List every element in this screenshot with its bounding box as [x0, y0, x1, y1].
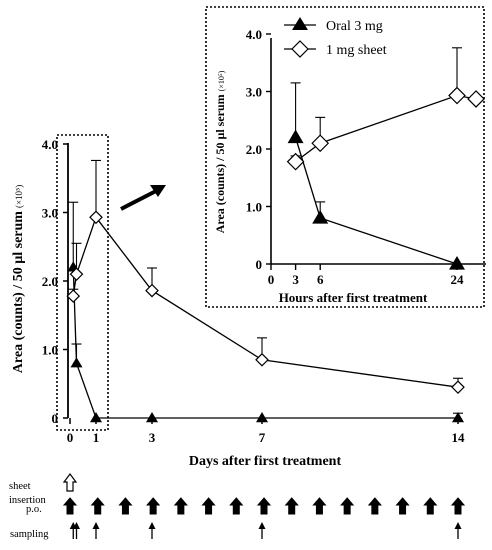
inset-sheet-point — [467, 90, 485, 108]
po-arrow-icon — [201, 497, 216, 515]
main-y-tick-label: 4.0 — [42, 137, 58, 152]
legend-item-sheet: 1 mg sheet — [284, 40, 387, 58]
main-y-tick-label: 0 — [52, 411, 59, 426]
po-arrow-icon — [62, 497, 78, 515]
legend-label-sheet: 1 mg sheet — [326, 43, 387, 58]
inset-y-ticks: 0 1.0 2.0 3.0 4.0 — [246, 27, 271, 272]
sampling-arrow-icon — [148, 522, 156, 529]
po-arrow-icon — [450, 497, 466, 515]
legend: Oral 3 mg 1 mg sheet — [284, 17, 387, 58]
inset-y-axis-label: Area (counts) / 50 µl serum (×10⁵) — [213, 70, 227, 233]
main-oral-point — [256, 412, 268, 423]
main-y-ticks: 0 1.0 2.0 3.0 4.0 — [42, 137, 68, 426]
po-arrow-icon — [395, 497, 410, 515]
inset-x-ticks: 0 3 6 24 — [268, 264, 464, 287]
legend-item-oral: Oral 3 mg — [284, 17, 383, 34]
legend-label-oral: Oral 3 mg — [326, 19, 383, 34]
po-arrow-icon — [423, 497, 438, 515]
inset-x-tick-label: 3 — [292, 272, 299, 287]
sampling-arrow-icon — [73, 522, 80, 529]
po-arrow-icon — [90, 497, 105, 515]
inset-x-tick-label: 24 — [451, 272, 465, 287]
sampling-arrow-icon — [258, 522, 266, 529]
main-oral-point — [452, 412, 464, 423]
po-arrow-icon — [312, 497, 327, 515]
main-y-axis-label: Area (counts) / 50 µl serum (×10⁵) — [11, 185, 26, 373]
inset-sheet-point — [448, 86, 466, 105]
inset-y-axis-unit: (×10⁵) — [217, 70, 226, 91]
sheet-insertion-arrows — [62, 473, 78, 492]
po-label: p.o. — [26, 504, 42, 515]
legend-diamond-icon — [291, 40, 309, 58]
main-y-tick-label: 3.0 — [42, 206, 58, 221]
po-arrow-icon — [173, 497, 188, 515]
main-oral-line — [72, 267, 458, 419]
sheet-insertion-arrow-icon — [62, 473, 78, 492]
main-sheet-point — [145, 283, 159, 298]
schedule: sheet insertion p.o. sampling — [9, 473, 466, 540]
main-sheet-point — [451, 380, 465, 395]
main-y-tick-label: 1.0 — [42, 343, 58, 358]
main-x-tick-label: 3 — [149, 430, 156, 445]
main-x-tick-label: 0 — [67, 430, 74, 445]
zoom-arrow — [120, 185, 166, 211]
inset-oral-point — [449, 256, 465, 270]
po-arrow-icon — [229, 497, 244, 515]
inset-x-tick-label: 6 — [317, 272, 324, 287]
main-oral-point — [146, 412, 158, 423]
inset-sheet-line — [295, 94, 477, 163]
sampling-arrow-icon — [454, 522, 462, 529]
zoom-region-box — [56, 134, 109, 431]
inset-oral-point — [312, 210, 329, 224]
inset-y-tick-label: 4.0 — [246, 27, 262, 42]
main-x-tick-label: 1 — [93, 430, 100, 445]
main-series-markers — [66, 210, 465, 423]
main-y-tick-label: 2.0 — [42, 274, 58, 289]
inset-sheet-point — [311, 134, 330, 153]
inset-y-tick-label: 2.0 — [246, 142, 262, 157]
inset-x-axis-label: Hours after first treatment — [279, 290, 428, 305]
main-y-axis-title: Area (counts) / 50 µl serum — [11, 211, 26, 374]
main-sheet-point — [89, 210, 103, 225]
inset-chart: 0 1.0 2.0 3.0 4.0 0 3 6 24 Hours after first tr… — [205, 6, 486, 308]
po-arrow-icon — [367, 497, 382, 515]
sampling-arrow-icon — [92, 522, 100, 529]
main-sheet-point — [255, 352, 269, 367]
inset-oral-point — [287, 129, 304, 144]
inset-y-axis-title: Area (counts) / 50 µl serum — [213, 94, 227, 233]
inset-y-tick-label: 0 — [256, 257, 263, 272]
inset-series-markers — [286, 86, 485, 270]
main-sheet-point — [66, 289, 81, 303]
inset-y-tick-label: 1.0 — [246, 200, 262, 215]
main-y-axis-unit: (×10⁵) — [14, 185, 24, 208]
inset-y-tick-label: 3.0 — [246, 85, 262, 100]
main-oral-point — [70, 357, 83, 368]
main-x-tick-label: 14 — [452, 430, 466, 445]
legend-triangle-icon — [292, 17, 308, 30]
sheet-insertion-label: sheet insertion — [9, 481, 46, 506]
inset-sheet-point — [286, 152, 305, 171]
po-arrow-icon — [146, 497, 161, 515]
sampling-arrows — [69, 522, 462, 539]
po-arrow-icon — [256, 497, 272, 515]
inset-x-tick-label: 0 — [268, 272, 275, 287]
main-oral-point — [90, 412, 102, 423]
main-x-tick-label: 7 — [259, 430, 266, 445]
main-sheet-point — [69, 267, 84, 281]
main-chart: 0 1.0 2.0 3.0 4.0 0 1 3 7 14 Days after first tr… — [11, 137, 465, 469]
po-arrow-icon — [340, 497, 355, 515]
sampling-label: sampling — [10, 529, 49, 540]
po-arrow-icon — [118, 497, 133, 515]
po-arrows — [62, 497, 466, 515]
po-arrow-icon — [284, 497, 299, 515]
main-x-axis-label: Days after first treatment — [189, 454, 342, 469]
